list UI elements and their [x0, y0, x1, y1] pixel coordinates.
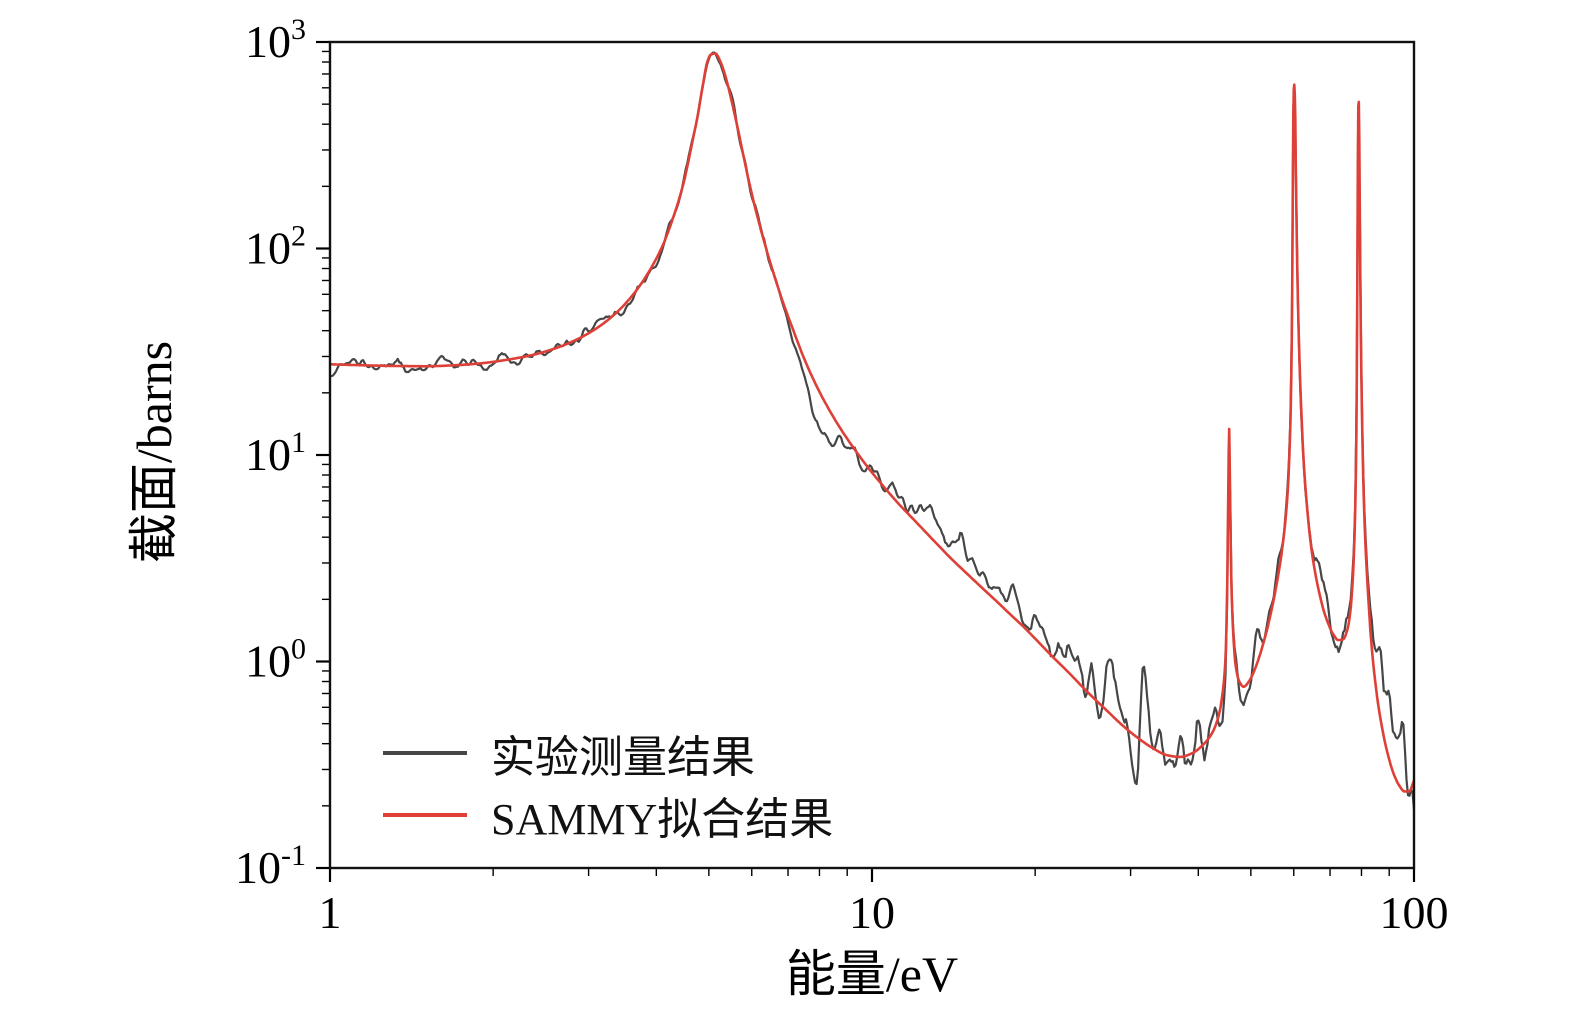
y-tick-label: 100 — [245, 633, 306, 687]
fit-curve — [330, 52, 1414, 793]
fit-line-swatch — [383, 813, 467, 817]
legend-item-fit: SAMMY拟合结果 — [383, 788, 833, 844]
x-axis-ticks: 1 10 100 — [319, 868, 1449, 938]
x-tick-label: 1 — [319, 887, 342, 938]
legend-label-fit: SAMMY拟合结果 — [491, 795, 834, 844]
y-tick-label: 102 — [245, 220, 306, 274]
x-axis-label: 能量/eV — [785, 946, 959, 1002]
experimental-line-swatch — [383, 751, 467, 755]
y-tick-label: 101 — [245, 426, 306, 480]
y-axis-ticks: 10-1 100 101 102 103 — [235, 13, 330, 893]
x-tick-label: 100 — [1380, 887, 1449, 938]
legend: 实验测量结果 SAMMY拟合结果 — [383, 726, 833, 844]
x-tick-label: 10 — [849, 887, 895, 938]
legend-label-experimental: 实验测量结果 — [491, 733, 755, 782]
y-tick-label: 103 — [245, 13, 306, 67]
experimental-curve — [330, 51, 1414, 810]
plot-frame — [328, 40, 1416, 870]
y-axis-label: 截面/barns — [126, 340, 182, 564]
y-tick-label: 10-1 — [235, 839, 306, 893]
legend-item-experimental: 实验测量结果 — [383, 726, 833, 782]
